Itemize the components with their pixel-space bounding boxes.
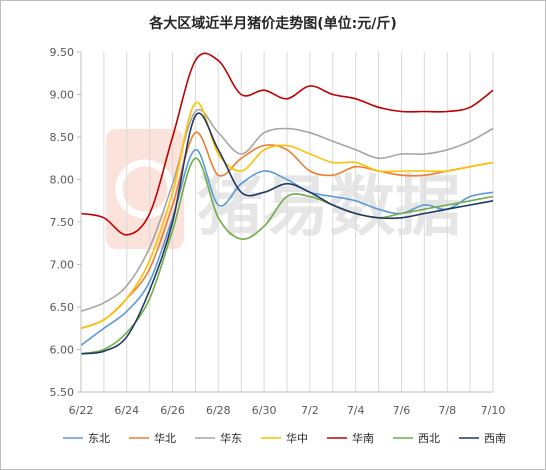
y-tick-label: 7.50 bbox=[50, 216, 75, 229]
legend-label-西南: 西南 bbox=[484, 432, 506, 445]
legend-label-东北: 东北 bbox=[88, 432, 110, 445]
legend-label-华东: 华东 bbox=[220, 431, 242, 445]
y-tick-label: 9.50 bbox=[50, 46, 75, 59]
watermark-logo: 猪易数据 bbox=[106, 129, 461, 249]
grid-lines bbox=[103, 52, 494, 392]
series-line-华中 bbox=[80, 101, 494, 330]
series-line-西南 bbox=[80, 112, 494, 355]
axes: 5.50 6.00 6.50 7.00 7.50 8.00 8.50 9.00 9.50 6/22… bbox=[50, 46, 506, 417]
series-line-华东 bbox=[80, 108, 494, 313]
x-tick-label: 7/8 bbox=[438, 404, 456, 417]
x-tick-label: 7/10 bbox=[481, 404, 506, 417]
legend-label-华中: 华中 bbox=[286, 431, 308, 445]
series-line-西北 bbox=[80, 157, 494, 355]
legend-label-华北: 华北 bbox=[154, 431, 176, 445]
chart-title: 各大区域近半月猪价走势图(单位:元/斤) bbox=[148, 15, 397, 32]
x-tick-label: 7/6 bbox=[393, 404, 411, 417]
y-tick-label: 7.00 bbox=[50, 259, 75, 272]
series-line-华南 bbox=[80, 52, 494, 236]
watermark-text: 猪易数据 bbox=[197, 168, 461, 245]
x-tick-label: 6/26 bbox=[160, 404, 185, 417]
y-tick-label: 5.50 bbox=[50, 386, 75, 399]
x-tick-label: 6/30 bbox=[252, 404, 277, 417]
y-tick-label: 9.00 bbox=[50, 89, 75, 102]
legend-label-华南: 华南 bbox=[352, 431, 374, 445]
y-tick-label: 8.00 bbox=[50, 174, 75, 187]
legend-label-西北: 西北 bbox=[418, 432, 440, 445]
y-tick-label: 6.00 bbox=[50, 344, 75, 357]
series-lines bbox=[80, 52, 494, 355]
x-tick-label: 6/22 bbox=[69, 404, 94, 417]
x-tick-label: 7/4 bbox=[347, 404, 365, 417]
y-tick-label: 8.50 bbox=[50, 131, 75, 144]
x-tick-label: 6/28 bbox=[206, 404, 231, 417]
series-line-东北 bbox=[80, 148, 494, 346]
series-line-华北 bbox=[80, 131, 494, 330]
legend: 东北 华北 华东 华中 华南 西北 西南 bbox=[63, 431, 506, 445]
x-tick-label: 7/2 bbox=[301, 404, 319, 417]
y-tick-label: 6.50 bbox=[50, 301, 75, 314]
x-tick-label: 6/24 bbox=[114, 404, 139, 417]
